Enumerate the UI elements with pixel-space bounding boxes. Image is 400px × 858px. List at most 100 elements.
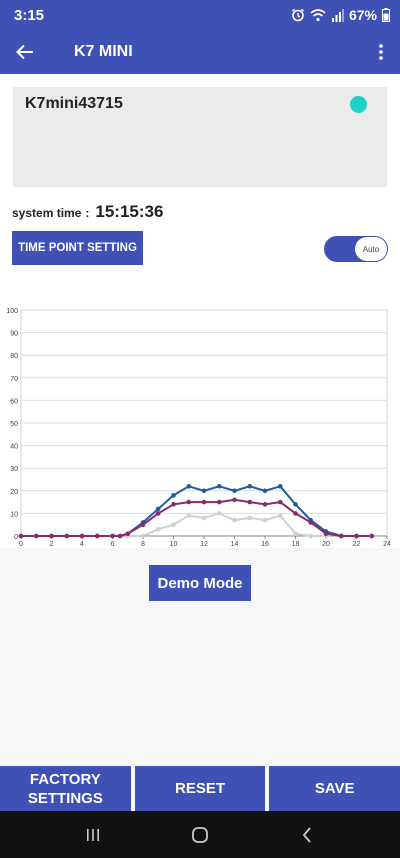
series-point xyxy=(247,499,253,505)
series-point xyxy=(140,522,146,527)
series-point xyxy=(49,533,54,539)
system-time-separator: : xyxy=(85,206,90,220)
page-title: K7 MINI xyxy=(74,43,133,60)
series-point xyxy=(262,488,268,494)
series-point xyxy=(262,502,268,507)
battery-icon xyxy=(382,8,390,22)
series-point xyxy=(94,533,100,539)
series-point xyxy=(171,502,176,507)
series-point xyxy=(277,483,283,489)
series-point xyxy=(308,520,314,525)
device-card[interactable]: K7mini43715 xyxy=(13,87,387,187)
series-point xyxy=(354,533,359,539)
signal-icon xyxy=(331,8,344,22)
series-point xyxy=(110,533,115,539)
series-point xyxy=(171,522,176,527)
series-point xyxy=(323,531,329,537)
series-point xyxy=(232,497,237,503)
system-time-label: system time xyxy=(12,206,82,220)
series-point xyxy=(293,531,298,537)
x-tick-label: 2 xyxy=(50,541,54,548)
status-icons: 67% xyxy=(291,7,390,23)
app-bar: K7 MINI xyxy=(0,30,400,74)
reset-button[interactable]: RESET xyxy=(134,766,266,811)
series-point xyxy=(262,517,268,523)
x-tick-label: 4 xyxy=(80,541,84,548)
series-point xyxy=(18,533,24,539)
back-icon[interactable] xyxy=(287,820,327,850)
overflow-menu-icon[interactable] xyxy=(376,41,386,63)
y-tick-label: 50 xyxy=(10,421,18,428)
series-point xyxy=(293,502,298,507)
series-point xyxy=(216,499,222,505)
series-point xyxy=(64,533,70,539)
series-point xyxy=(308,533,314,539)
time-point-setting-button[interactable]: TIME POINT SETTING xyxy=(12,231,143,265)
y-tick-label: 40 xyxy=(10,444,18,451)
device-name: K7mini43715 xyxy=(25,95,123,112)
series-point xyxy=(201,515,207,521)
demo-mode-button[interactable]: Demo Mode xyxy=(149,565,251,601)
auto-toggle-knob: Auto xyxy=(355,237,387,261)
system-nav-bar xyxy=(0,811,400,858)
y-tick-label: 80 xyxy=(10,353,18,360)
y-tick-label: 100 xyxy=(6,308,18,315)
series-point xyxy=(186,499,192,505)
series-point xyxy=(155,526,161,532)
series-point xyxy=(293,511,298,516)
x-tick-label: 22 xyxy=(353,541,361,548)
series-point xyxy=(155,511,161,516)
main-content: K7mini43715 system time : 15:15:36 TIME … xyxy=(0,74,400,298)
x-tick-label: 12 xyxy=(200,541,208,548)
alarm-icon xyxy=(291,8,305,22)
series-point xyxy=(369,533,375,539)
system-time: system time : 15:15:36 xyxy=(12,202,163,222)
series-point xyxy=(201,499,207,505)
series-point xyxy=(247,483,253,489)
x-tick-label: 14 xyxy=(231,541,239,548)
y-tick-label: 20 xyxy=(10,489,18,496)
y-tick-label: 90 xyxy=(10,331,18,338)
series-point xyxy=(277,499,283,505)
save-button[interactable]: SAVE xyxy=(269,766,400,811)
series-point xyxy=(125,531,131,537)
back-arrow-icon[interactable] xyxy=(14,41,36,63)
status-bar: 3:15 67% xyxy=(0,0,400,30)
x-tick-label: 8 xyxy=(141,541,145,548)
series-point xyxy=(140,533,146,539)
wifi-icon xyxy=(310,8,326,22)
y-tick-label: 60 xyxy=(10,398,18,405)
series-point xyxy=(171,493,176,498)
x-tick-label: 18 xyxy=(292,541,300,548)
recent-apps-icon[interactable] xyxy=(73,820,113,850)
series-point xyxy=(232,488,237,494)
bottom-action-bar: FACTORY SETTINGS RESET SAVE xyxy=(0,766,400,811)
x-tick-label: 20 xyxy=(322,541,330,548)
schedule-chart: 0 10 20 30 40 50 60 70 80 90 100 0 2 4 6 8 10 12 14 16 18 20 2… xyxy=(0,298,400,548)
factory-settings-button[interactable]: FACTORY SETTINGS xyxy=(0,766,131,811)
series-point xyxy=(155,506,161,512)
series-point xyxy=(79,533,85,539)
system-time-value: 15:15:36 xyxy=(95,202,164,221)
series-point xyxy=(338,533,344,539)
y-tick-label: 10 xyxy=(10,511,18,518)
device-status-indicator xyxy=(350,96,367,113)
auto-toggle[interactable]: Auto xyxy=(324,236,388,262)
series-point xyxy=(216,511,222,516)
x-tick-label: 16 xyxy=(261,541,269,548)
home-icon[interactable] xyxy=(180,820,220,850)
x-tick-label: 6 xyxy=(111,541,115,548)
series-point xyxy=(186,483,192,489)
y-tick-label: 70 xyxy=(10,376,18,383)
status-time: 3:15 xyxy=(14,6,45,24)
y-tick-label: 30 xyxy=(10,466,18,473)
x-tick-label: 24 xyxy=(383,541,391,548)
series-point xyxy=(186,513,192,518)
battery-percent: 67% xyxy=(348,7,377,23)
series-point xyxy=(216,483,222,489)
series-point xyxy=(33,533,39,539)
series-point xyxy=(201,488,207,494)
x-tick-label: 10 xyxy=(170,541,178,548)
y-tick-label: 0 xyxy=(14,534,18,541)
